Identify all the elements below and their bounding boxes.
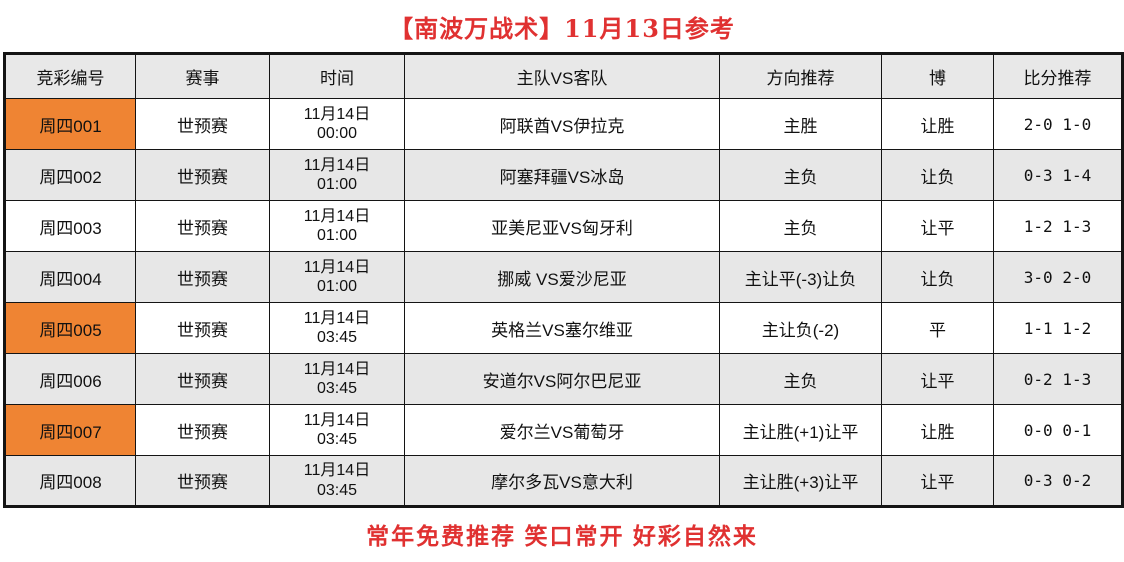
time-cell: 11月14日 01:00 [269, 149, 405, 201]
table-row: 周四006 世预赛 11月14日 03:45 安道尔VS阿尔巴尼亚 主负 让平 … [4, 353, 1123, 405]
header-score: 比分推荐 [993, 53, 1123, 99]
match-date: 11月14日 [303, 360, 371, 378]
match-date: 11月14日 [303, 462, 371, 480]
direction-cell: 主让平(-3)让负 [719, 251, 882, 303]
picks-table: 竞彩编号 赛事 时间 主队VS客队 方向推荐 博 比分推荐 周四001 世预赛 … [3, 52, 1124, 508]
score-cell: 0-0 0-1 [993, 404, 1123, 456]
match-id: 周四003 [4, 200, 136, 252]
bet-cell: 让胜 [881, 404, 994, 456]
match-date: 11月14日 [303, 105, 371, 123]
match-date: 11月14日 [303, 207, 371, 225]
match-date: 11月14日 [303, 156, 371, 174]
teams-cell: 阿塞拜疆VS冰岛 [404, 149, 720, 201]
score-cell: 1-1 1-2 [993, 302, 1123, 354]
match-id: 周四008 [4, 455, 136, 507]
score-cell: 3-0 2-0 [993, 251, 1123, 303]
time-cell: 11月14日 00:00 [269, 98, 405, 150]
table-row: 周四003 世预赛 11月14日 01:00 亚美尼亚VS匈牙利 主负 让平 1… [4, 200, 1123, 252]
header-time: 时间 [269, 53, 405, 99]
direction-cell: 主负 [719, 149, 882, 201]
match-clock: 01:00 [316, 278, 358, 295]
league-cell: 世预赛 [135, 353, 270, 405]
direction-cell: 主让胜(+3)让平 [719, 455, 882, 507]
league-cell: 世预赛 [135, 98, 270, 150]
match-date: 11月14日 [303, 309, 371, 327]
match-date: 11月14日 [303, 258, 371, 276]
footer-slogan: 常年免费推荐 笑口常开 好彩自然来 [366, 523, 758, 549]
bet-cell: 让平 [881, 353, 994, 405]
match-clock: 03:45 [316, 380, 358, 397]
time-cell: 11月14日 03:45 [269, 302, 405, 354]
league-cell: 世预赛 [135, 404, 270, 456]
teams-cell: 安道尔VS阿尔巴尼亚 [404, 353, 720, 405]
page-title: 【南波万战术】11月13日参考 [389, 13, 735, 43]
table-row: 周四002 世预赛 11月14日 01:00 阿塞拜疆VS冰岛 主负 让负 0-… [4, 149, 1123, 201]
match-clock: 01:00 [316, 176, 358, 193]
table-row: 周四007 世预赛 11月14日 03:45 爱尔兰VS葡萄牙 主让胜(+1)让… [4, 404, 1123, 456]
teams-cell: 爱尔兰VS葡萄牙 [404, 404, 720, 456]
bet-cell: 让负 [881, 149, 994, 201]
header-teams: 主队VS客队 [404, 53, 720, 99]
match-id: 周四004 [4, 251, 136, 303]
match-clock: 03:45 [316, 481, 358, 499]
time-cell: 11月14日 01:00 [269, 251, 405, 303]
score-cell: 0-3 1-4 [993, 149, 1123, 201]
match-id: 周四007 [4, 404, 136, 456]
score-cell: 2-0 1-0 [993, 98, 1123, 150]
league-cell: 世预赛 [135, 251, 270, 303]
direction-cell: 主胜 [719, 98, 882, 150]
time-cell: 11月14日 03:45 [269, 404, 405, 456]
match-id: 周四002 [4, 149, 136, 201]
teams-cell: 阿联酋VS伊拉克 [404, 98, 720, 150]
time-cell: 11月14日 01:00 [269, 200, 405, 252]
teams-cell: 英格兰VS塞尔维亚 [404, 302, 720, 354]
match-date: 11月14日 [303, 411, 371, 429]
table-row: 周四008 世预赛 11月14日 03:45 摩尔多瓦VS意大利 主让胜(+3)… [4, 455, 1123, 507]
match-clock: 00:00 [316, 125, 358, 142]
header-direction: 方向推荐 [719, 53, 882, 99]
direction-cell: 主负 [719, 353, 882, 405]
header-bet: 博 [881, 53, 994, 99]
match-id: 周四006 [4, 353, 136, 405]
direction-cell: 主负 [719, 200, 882, 252]
bet-cell: 让负 [881, 251, 994, 303]
time-cell: 11月14日 03:45 [269, 455, 405, 507]
bet-cell: 让胜 [881, 98, 994, 150]
score-cell: 0-3 0-2 [993, 455, 1123, 507]
league-cell: 世预赛 [135, 149, 270, 201]
table-row: 周四001 世预赛 11月14日 00:00 阿联酋VS伊拉克 主胜 让胜 2-… [4, 98, 1123, 150]
league-cell: 世预赛 [135, 455, 270, 507]
direction-cell: 主让负(-2) [719, 302, 882, 354]
teams-cell: 亚美尼亚VS匈牙利 [404, 200, 720, 252]
teams-cell: 摩尔多瓦VS意大利 [404, 455, 720, 507]
direction-cell: 主让胜(+1)让平 [719, 404, 882, 456]
header-match-id: 竞彩编号 [4, 53, 136, 99]
time-cell: 11月14日 03:45 [269, 353, 405, 405]
bet-cell: 让平 [881, 455, 994, 507]
league-cell: 世预赛 [135, 200, 270, 252]
score-cell: 1-2 1-3 [993, 200, 1123, 252]
header-league: 赛事 [135, 53, 270, 99]
table-row: 周四004 世预赛 11月14日 01:00 挪威 VS爱沙尼亚 主让平(-3)… [4, 251, 1123, 303]
match-clock: 03:45 [316, 329, 358, 346]
bet-cell: 平 [881, 302, 994, 354]
bet-cell: 让平 [881, 200, 994, 252]
league-cell: 世预赛 [135, 302, 270, 354]
table-header-row: 竞彩编号 赛事 时间 主队VS客队 方向推荐 博 比分推荐 [4, 53, 1123, 99]
table-row: 周四005 世预赛 11月14日 03:45 英格兰VS塞尔维亚 主让负(-2)… [4, 302, 1123, 354]
match-clock: 03:45 [316, 431, 358, 448]
score-cell: 0-2 1-3 [993, 353, 1123, 405]
match-id: 周四005 [4, 302, 136, 354]
match-clock: 01:00 [316, 227, 358, 244]
teams-cell: 挪威 VS爱沙尼亚 [404, 251, 720, 303]
match-id: 周四001 [4, 98, 136, 150]
